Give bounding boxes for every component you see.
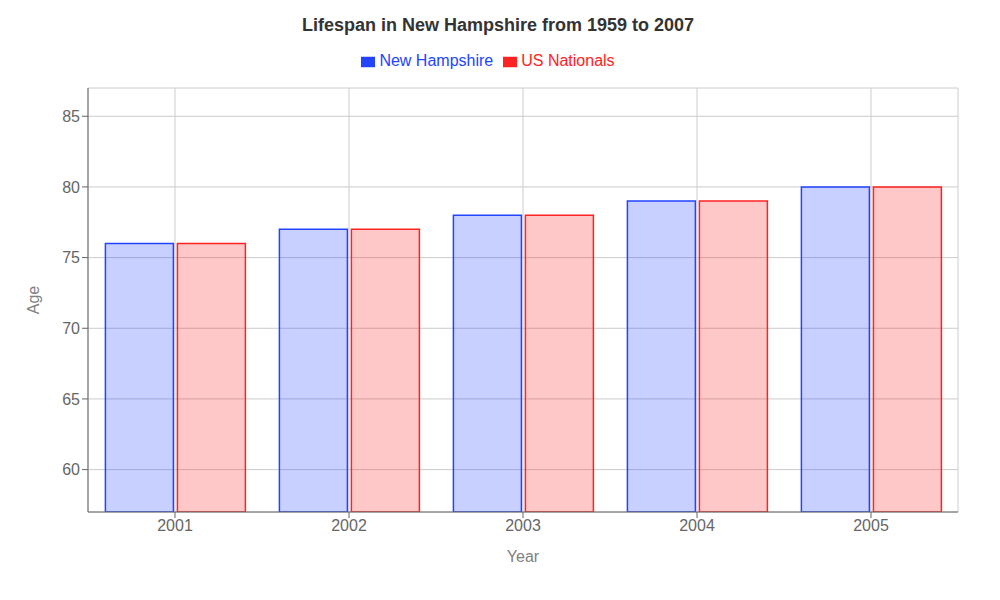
svg-text:Age: Age (25, 286, 42, 315)
svg-text:65: 65 (62, 391, 80, 408)
html-text:Lifespan in New Hampshire from: Lifespan in New Hampshire from 1959 to 2… (301, 15, 695, 35)
svg-text:2003: 2003 (505, 517, 541, 534)
svg-text:Year: Year (507, 548, 540, 565)
html-text:New Hampshire: New Hampshire (379, 52, 494, 69)
svg-text:2001: 2001 (157, 517, 193, 534)
svg-text:75: 75 (62, 249, 80, 266)
svg-text:2002: 2002 (331, 517, 367, 534)
svg-text:80: 80 (62, 179, 80, 196)
svg-text:60: 60 (62, 461, 80, 478)
svg-text:70: 70 (62, 320, 80, 337)
html-text:US Nationals: US Nationals (521, 52, 615, 69)
svg-text:85: 85 (62, 108, 80, 125)
svg-text:2004: 2004 (679, 517, 715, 534)
svg-text:2005: 2005 (853, 517, 889, 534)
